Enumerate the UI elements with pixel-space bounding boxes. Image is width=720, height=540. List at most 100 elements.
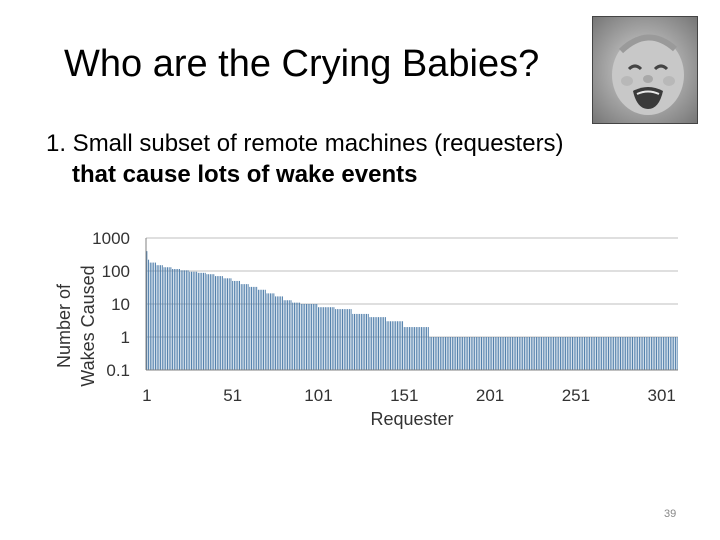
bar (475, 337, 477, 370)
bar (551, 337, 553, 370)
bar (283, 300, 285, 370)
bar (402, 321, 404, 370)
bar (618, 337, 620, 370)
bar (527, 337, 529, 370)
bar (494, 337, 496, 370)
bar (644, 337, 645, 370)
bar (257, 289, 259, 370)
bar (314, 304, 316, 370)
bar (254, 286, 256, 370)
bar (249, 286, 251, 370)
bar (489, 337, 491, 370)
bar (455, 337, 457, 370)
bar (656, 337, 658, 370)
bar (251, 286, 253, 370)
bar (278, 296, 280, 370)
bar (367, 313, 369, 370)
bar (414, 327, 416, 370)
bar (412, 327, 414, 370)
y-tick-label: 1 (121, 328, 130, 347)
bar (326, 307, 328, 370)
bar (261, 289, 263, 370)
bar (336, 309, 338, 370)
bar (472, 337, 474, 370)
bullet-line-2: that cause lots of wake events (72, 161, 418, 188)
bar (288, 300, 290, 370)
bar (523, 337, 525, 370)
bar (589, 337, 591, 370)
bar (640, 337, 642, 370)
bar (197, 272, 199, 370)
slide-number: 39 (664, 508, 677, 520)
bar (175, 269, 177, 370)
bar (441, 337, 443, 370)
bar (386, 321, 388, 370)
bar (529, 337, 531, 370)
bar (474, 337, 476, 370)
bar (530, 337, 532, 370)
bar (165, 267, 167, 370)
bar (463, 337, 465, 370)
bar (396, 321, 398, 370)
x-tick-label: 301 (648, 386, 676, 405)
bar (199, 272, 201, 370)
x-tick-label: 51 (223, 386, 242, 405)
bar (432, 337, 434, 370)
bar (379, 317, 381, 370)
bar (208, 274, 210, 370)
bar (467, 337, 469, 370)
bar (410, 327, 412, 370)
bar (184, 270, 186, 370)
bar (642, 337, 644, 370)
bar (635, 337, 637, 370)
bar (458, 337, 460, 370)
bar (302, 304, 304, 370)
bar (434, 337, 436, 370)
bar (503, 337, 505, 370)
bar (563, 337, 565, 370)
bar (343, 309, 345, 370)
bar (556, 337, 558, 370)
bar (266, 293, 268, 370)
bar (323, 307, 325, 370)
bar (513, 337, 515, 370)
bar (444, 337, 446, 370)
bar (578, 337, 580, 370)
bar (213, 274, 215, 370)
bar (259, 289, 261, 370)
bar (163, 267, 165, 370)
bar (460, 337, 462, 370)
bar (354, 313, 355, 370)
bar (209, 274, 211, 370)
x-tick-label: 251 (562, 386, 590, 405)
bar (601, 337, 603, 370)
y-tick-label: 1000 (92, 229, 130, 248)
bar (273, 293, 275, 370)
bar (407, 327, 409, 370)
bar (481, 337, 482, 370)
bar (544, 337, 546, 370)
bar (547, 337, 549, 370)
bar (652, 337, 654, 370)
bar (203, 272, 204, 370)
bar (625, 337, 627, 370)
y-tick-label: 10 (111, 295, 130, 314)
bar (415, 327, 417, 370)
bar (570, 337, 572, 370)
bar (239, 280, 240, 370)
bar (168, 267, 170, 370)
bar (352, 313, 354, 370)
bar (599, 337, 601, 370)
bar (374, 317, 376, 370)
bar (405, 327, 407, 370)
bar (276, 296, 278, 370)
bar (388, 321, 390, 370)
y-axis-title-line-1: Number of (54, 283, 74, 368)
bar (568, 337, 570, 370)
bar (649, 337, 651, 370)
bar (553, 337, 555, 370)
bar (666, 337, 668, 370)
bar (614, 337, 616, 370)
bar (245, 284, 247, 370)
bar (357, 313, 359, 370)
